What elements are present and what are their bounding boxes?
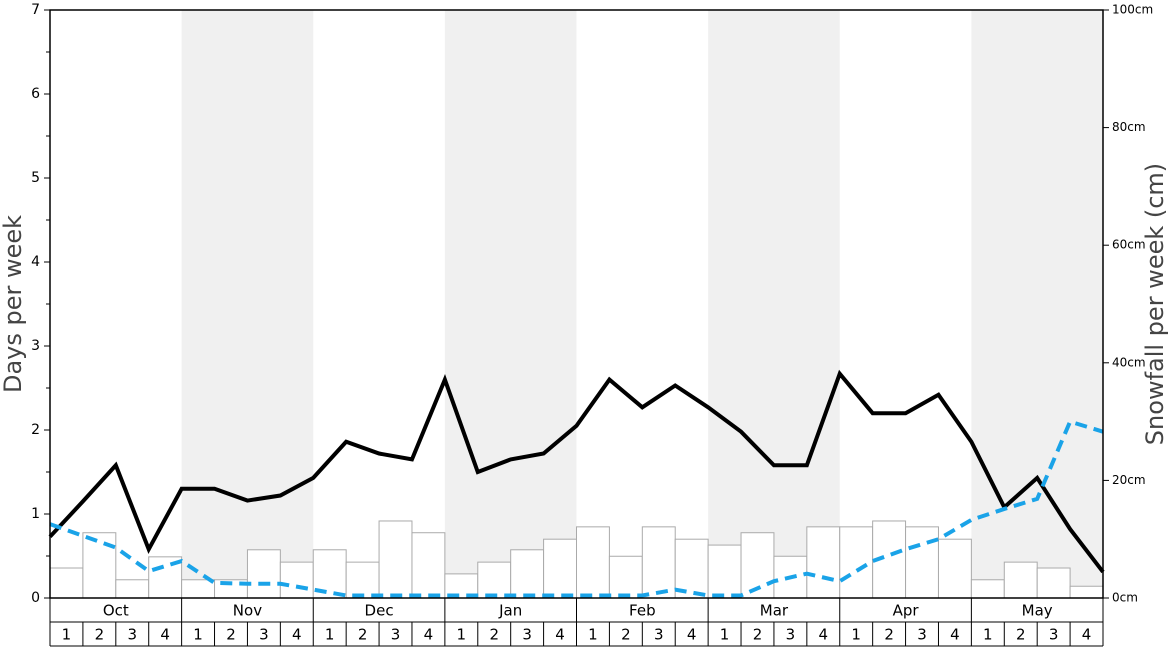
bar xyxy=(806,526,841,599)
week-label: 1 xyxy=(325,626,335,644)
week-label: 2 xyxy=(358,626,368,644)
bar xyxy=(937,538,972,599)
month-label: Nov xyxy=(233,602,262,620)
bar xyxy=(411,532,446,599)
bar xyxy=(115,579,150,599)
week-label: 4 xyxy=(160,626,170,644)
line xyxy=(49,419,1104,598)
y-tick-label: 6 xyxy=(31,86,40,102)
bar xyxy=(641,526,676,599)
bar xyxy=(543,538,577,599)
month-label: Jan xyxy=(498,602,522,620)
week-label: 4 xyxy=(424,626,434,644)
week-label: 4 xyxy=(292,626,302,644)
line xyxy=(48,369,1105,574)
bar xyxy=(1036,567,1071,599)
bar xyxy=(477,561,512,599)
y-tick-label: 7 xyxy=(31,2,40,18)
week-label: 4 xyxy=(819,626,829,644)
y-tick-label: 3 xyxy=(31,338,40,354)
week-label: 2 xyxy=(753,626,763,644)
month-label: Oct xyxy=(103,602,129,620)
bar xyxy=(378,520,413,599)
week-label: 1 xyxy=(193,626,203,644)
month-label: May xyxy=(1022,602,1053,620)
week-label: 2 xyxy=(489,626,499,644)
y-tick-label: 2 xyxy=(31,422,40,438)
bar xyxy=(246,549,281,599)
y-axis-title: Days per week xyxy=(0,215,27,393)
month-label: Feb xyxy=(629,602,656,620)
month-shade xyxy=(708,10,840,598)
week-label: 3 xyxy=(1049,626,1059,644)
week-label: 3 xyxy=(522,626,532,644)
month-label: Mar xyxy=(760,602,789,620)
week-label: 3 xyxy=(127,626,137,644)
week-label: 2 xyxy=(226,626,236,644)
week-label: 1 xyxy=(62,626,72,644)
y-tick-label: 0 xyxy=(31,590,40,606)
week-label: 1 xyxy=(457,626,467,644)
y2-tick-label: 40cm xyxy=(1112,355,1146,369)
bar xyxy=(181,579,216,599)
week-label: 1 xyxy=(983,626,993,644)
bar xyxy=(576,526,610,599)
month-label: Apr xyxy=(893,602,920,620)
week-label: 4 xyxy=(950,626,960,644)
bar xyxy=(970,579,1005,599)
week-label: 1 xyxy=(720,626,730,644)
week-label: 4 xyxy=(687,626,697,644)
bar xyxy=(49,567,84,599)
week-label: 3 xyxy=(786,626,796,644)
week-label: 2 xyxy=(95,626,105,644)
y-tick-label: 5 xyxy=(31,170,40,186)
bar xyxy=(82,532,117,599)
bar xyxy=(1069,585,1104,599)
y2-axis-title: Snowfall per week (cm) xyxy=(1141,163,1168,445)
week-label: 1 xyxy=(588,626,598,644)
week-label: 3 xyxy=(259,626,269,644)
y2-tick-label: 80cm xyxy=(1112,120,1146,134)
week-label: 3 xyxy=(391,626,401,644)
month-label: Dec xyxy=(365,602,394,620)
bar xyxy=(1003,561,1038,599)
week-label: 2 xyxy=(621,626,631,644)
month-shade xyxy=(444,10,577,598)
bar xyxy=(510,549,545,599)
week-label: 2 xyxy=(1016,626,1026,644)
week-label: 2 xyxy=(884,626,894,644)
week-label: 3 xyxy=(654,626,664,644)
week-label: 4 xyxy=(555,626,565,644)
bar xyxy=(839,526,874,599)
week-label: 3 xyxy=(917,626,927,644)
y-tick-label: 1 xyxy=(31,506,40,522)
y2-tick-label: 100cm xyxy=(1112,3,1153,17)
week-label: 1 xyxy=(851,626,861,644)
y2-tick-label: 0cm xyxy=(1112,591,1138,605)
bar xyxy=(345,561,380,599)
bar xyxy=(279,561,314,599)
y2-tick-label: 20cm xyxy=(1112,473,1146,487)
y-tick-label: 4 xyxy=(31,254,40,270)
month-shade xyxy=(971,10,1103,598)
bar xyxy=(905,526,939,599)
y2-tick-label: 60cm xyxy=(1112,238,1146,252)
week-label: 4 xyxy=(1082,626,1092,644)
bar xyxy=(608,555,643,599)
month-shade xyxy=(181,10,314,598)
bar xyxy=(707,544,742,599)
